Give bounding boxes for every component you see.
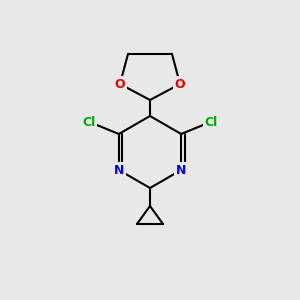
Text: N: N — [176, 164, 186, 176]
Text: N: N — [114, 164, 124, 176]
Text: Cl: Cl — [82, 116, 95, 128]
Text: O: O — [175, 77, 185, 91]
Text: O: O — [115, 77, 125, 91]
Text: Cl: Cl — [205, 116, 218, 128]
